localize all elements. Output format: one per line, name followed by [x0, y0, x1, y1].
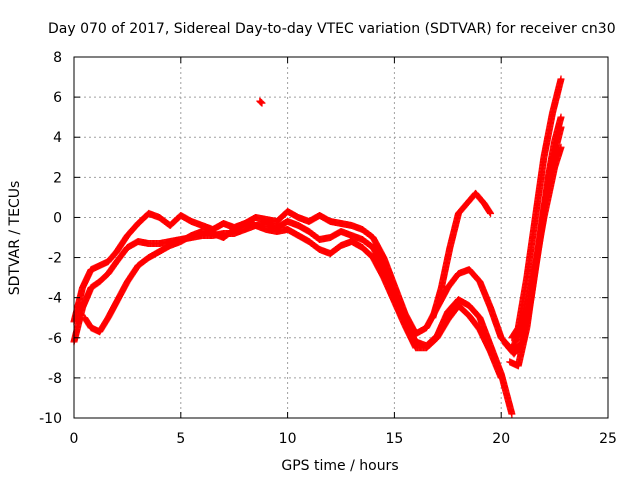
data-point: [508, 410, 516, 418]
data-point: [497, 374, 505, 382]
grid-lines: [74, 57, 608, 418]
x-tick-label: 25: [599, 431, 617, 447]
y-tick-label: 4: [53, 130, 62, 146]
plot-frame: [73, 56, 609, 419]
x-tick-label: 0: [70, 431, 79, 447]
series-track-g: [506, 123, 565, 370]
data-point: [557, 75, 565, 83]
series-track-d: [429, 189, 495, 322]
x-tick-label: 20: [492, 431, 510, 447]
y-tick-label: 6: [53, 90, 62, 106]
series-track-c: [81, 219, 505, 382]
y-tick-label: -10: [39, 411, 62, 427]
y-tick-label: 8: [53, 50, 62, 66]
y-tick-label: -2: [48, 251, 62, 267]
y-tick-label: -8: [48, 371, 62, 387]
data-point: [487, 209, 495, 217]
data-point: [557, 123, 565, 131]
data-points: [70, 75, 565, 418]
y-axis-label: SDTVAR / TECUs: [7, 181, 23, 296]
y-tick-label: -4: [48, 291, 62, 307]
chart-title: Day 070 of 2017, Sidereal Day-to-day VTE…: [48, 21, 616, 37]
x-tick-label: 15: [385, 431, 403, 447]
series-outlier: [256, 97, 266, 107]
data-point: [258, 99, 266, 107]
y-tick-label: 0: [53, 210, 62, 226]
series-track-f: [508, 75, 565, 342]
data-point: [257, 98, 265, 106]
y-tick-label: 2: [53, 170, 62, 186]
data-point: [257, 98, 265, 106]
x-axis-label: GPS time / hours: [281, 458, 398, 474]
x-tick-label: 5: [176, 431, 185, 447]
x-tick-label: 10: [279, 431, 297, 447]
data-point: [557, 113, 565, 121]
y-tick-label: -6: [48, 331, 62, 347]
